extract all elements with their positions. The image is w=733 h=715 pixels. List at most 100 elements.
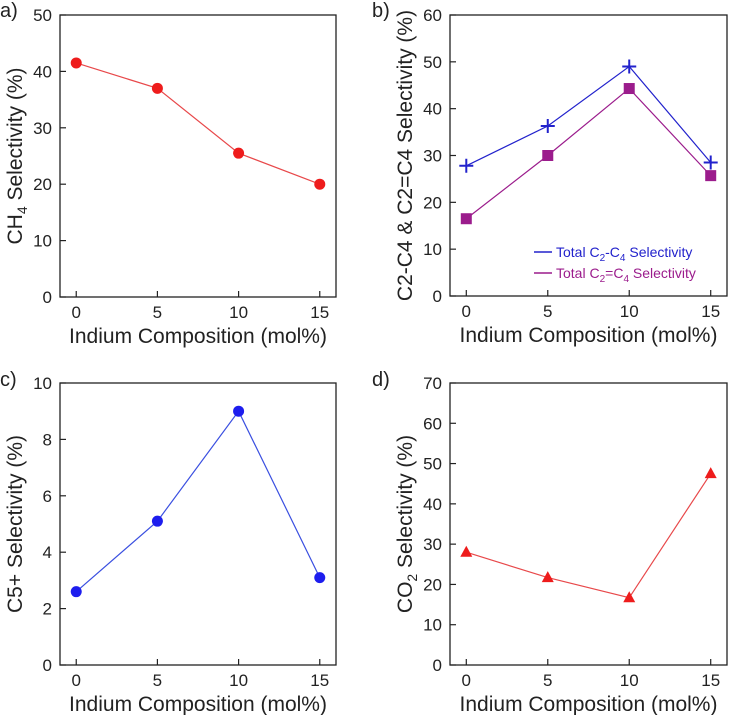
x-tick-label: 5 (543, 302, 552, 321)
x-tick-label: 5 (153, 671, 162, 690)
legend-text: =C (605, 265, 623, 281)
data-point (705, 170, 717, 182)
y-tick-label: 70 (423, 374, 442, 393)
x-tick-label: 10 (229, 671, 248, 690)
series-line (466, 473, 712, 599)
legend-text: Total C (556, 244, 600, 260)
data-point (233, 405, 245, 417)
x-tick-label: 10 (620, 671, 639, 690)
series-line (466, 65, 712, 167)
y-tick-label: 40 (33, 62, 52, 81)
panel-c: 0 2 4 6 8 10 0 5 10 15 Indium Composition (mol%) C5… (0, 369, 337, 715)
x-tick-label: 15 (701, 302, 720, 321)
y-tick-label: 6 (43, 487, 52, 506)
panel-label: c) (0, 369, 17, 391)
plot-frame (59, 14, 337, 298)
x-axis-label: Indium Composition (mol%) (69, 325, 327, 348)
y-tick-label: 30 (423, 535, 442, 554)
x-tick-label: 0 (72, 671, 81, 690)
y-axis-label-subscript: 4 (14, 206, 30, 214)
y-axis-label: C5+ Selectivity (%) (4, 435, 27, 613)
y-tick-label: 10 (423, 616, 442, 635)
data-point (460, 213, 472, 225)
x-tick-label: 5 (543, 671, 552, 690)
y-tick-label: 8 (43, 430, 52, 449)
y-axis-label-text: CO (394, 582, 417, 614)
data-point (704, 467, 717, 479)
data-point (314, 178, 326, 190)
data-point (460, 545, 473, 557)
y-tick-label: 50 (423, 455, 442, 474)
y-tick-label: 20 (423, 575, 442, 594)
x-tick-label: 0 (462, 671, 471, 690)
y-tick-label: 40 (423, 495, 442, 514)
legend-entry: Total C2-C4 Selectivity (556, 244, 692, 264)
x-tick-label: 15 (701, 671, 720, 690)
y-tick-label: 0 (43, 656, 52, 675)
y-tick-label: 0 (433, 287, 442, 306)
series-line (75, 410, 321, 593)
data-point (540, 118, 555, 133)
y-tick-label: 2 (43, 600, 52, 619)
panel-label: d) (372, 369, 390, 391)
data-point (542, 150, 554, 161)
panel-label: b) (372, 0, 390, 22)
panel-d: 0 10 20 30 40 50 60 70 0 5 10 15 Indium Composition … (372, 369, 728, 715)
legend-text: -C (605, 244, 620, 260)
x-tick-label: 15 (310, 303, 329, 322)
data-point (70, 586, 82, 598)
y-tick-label: 60 (423, 6, 442, 25)
plot-frame (59, 382, 337, 666)
x-tick-label: 10 (620, 302, 639, 321)
legend-entry: Total C2=C4 Selectivity (556, 265, 696, 285)
y-axis-label: C2-C4 & C2=C4 Selectivity (%) (394, 10, 417, 301)
x-axis-label: Indium Composition (mol%) (69, 693, 327, 715)
data-point (314, 572, 326, 584)
x-axis-label: Indium Composition (mol%) (460, 324, 718, 347)
y-axis-label-text: C2-C4 & C2=C4 Selectivity (%) (394, 10, 417, 301)
series-line (465, 87, 712, 220)
data-point (623, 83, 635, 95)
legend-text: Selectivity (625, 244, 692, 260)
data-point (151, 515, 163, 527)
series-line (76, 62, 320, 185)
x-tick-label: 5 (153, 303, 162, 322)
y-tick-label: 10 (423, 240, 442, 259)
y-tick-label: 20 (423, 193, 442, 212)
y-tick-label: 30 (33, 119, 52, 138)
data-point (623, 591, 636, 603)
x-tick-label: 0 (72, 303, 81, 322)
data-point (541, 571, 554, 583)
y-tick-label: 20 (33, 175, 52, 194)
legend-text: Total C (556, 265, 600, 281)
y-tick-label: 0 (433, 656, 442, 675)
data-point (233, 147, 245, 159)
data-point (151, 82, 163, 94)
y-tick-label: 50 (33, 6, 52, 25)
y-axis-label: CH4 Selectivity (%) (4, 68, 30, 245)
legend-subscript: 2 (600, 253, 606, 264)
panel-b: 0 10 20 30 40 50 60 0 5 10 15 Indium Composition (m… (372, 0, 728, 347)
legend-subscript: 4 (620, 253, 626, 264)
legend-text: Selectivity (629, 265, 696, 281)
y-tick-label: 4 (43, 543, 52, 562)
y-axis-label-text: C5+ Selectivity (%) (4, 435, 27, 613)
data-point (70, 57, 82, 69)
y-tick-label: 40 (423, 100, 442, 119)
y-tick-label: 50 (423, 53, 442, 72)
plot-frame (449, 382, 728, 666)
y-tick-label: 10 (33, 374, 52, 393)
x-axis-label: Indium Composition (mol%) (460, 693, 718, 715)
y-tick-label: 10 (33, 232, 52, 251)
y-axis-label-text: Selectivity (%) (4, 68, 27, 207)
y-axis-label-text: Selectivity (%) (394, 435, 417, 574)
y-axis-label-subscript: 2 (404, 574, 420, 582)
y-axis-label: CO2 Selectivity (%) (394, 435, 420, 613)
x-tick-label: 10 (229, 303, 248, 322)
data-point (703, 155, 718, 170)
y-tick-label: 0 (43, 288, 52, 307)
panel-label: a) (0, 0, 18, 22)
x-tick-label: 15 (310, 671, 329, 690)
y-axis-label-text: CH (4, 214, 27, 244)
